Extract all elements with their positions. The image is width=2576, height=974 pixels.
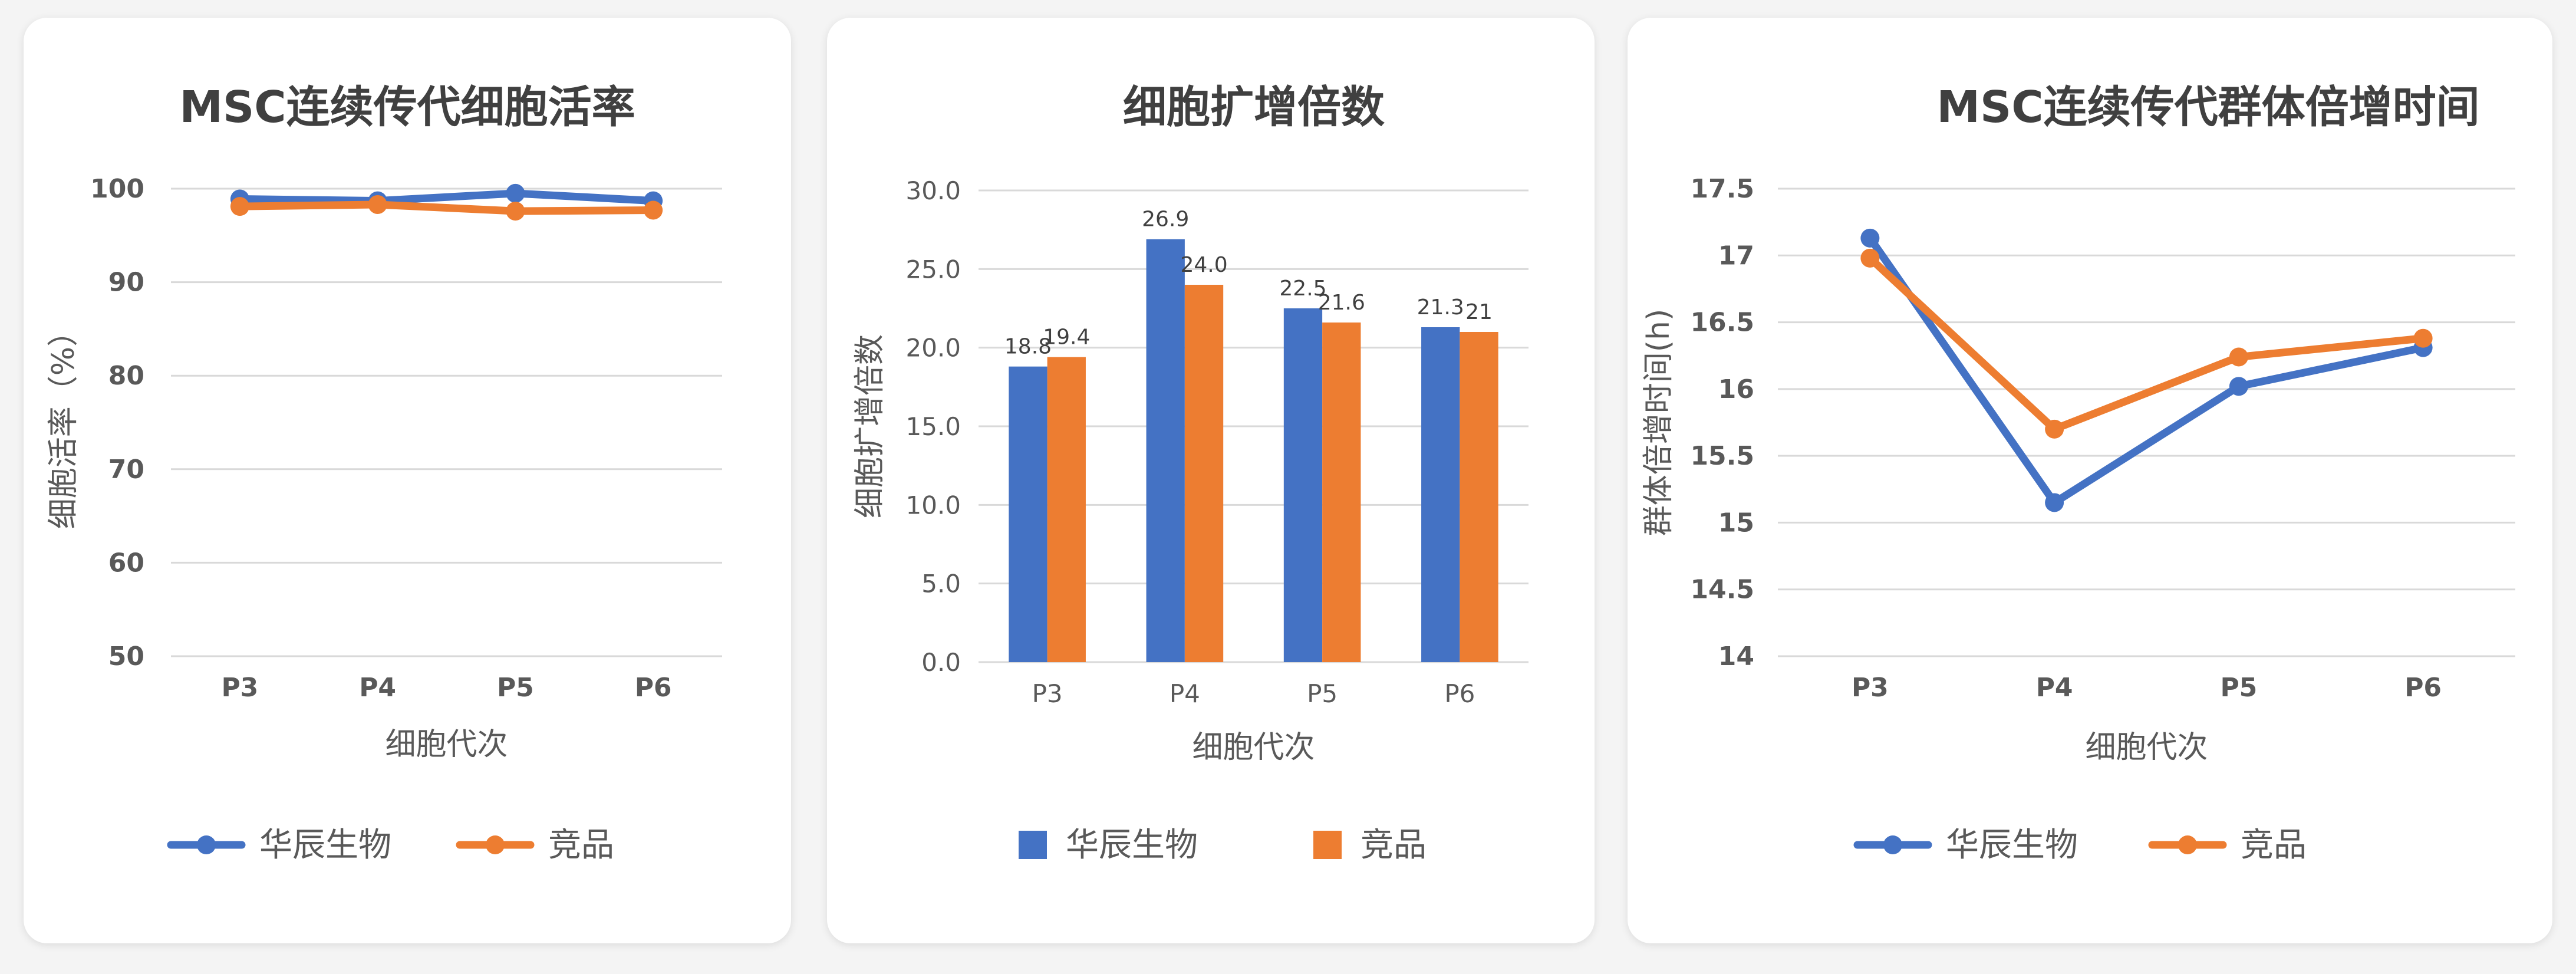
bar [1146, 239, 1185, 663]
bar [1047, 357, 1086, 662]
x-tick-label: P4 [1170, 679, 1200, 708]
x-tick-label: P3 [1032, 679, 1063, 708]
y-tick-label: 5.0 [921, 570, 961, 598]
x-tick-label: P4 [2036, 673, 2073, 703]
x-tick-label: P4 [359, 673, 396, 703]
legend-marker [2178, 835, 2197, 854]
data-point [2045, 493, 2064, 512]
data-point [2413, 328, 2433, 348]
data-label: 18.8 [1004, 335, 1052, 359]
x-axis-label: 细胞代次 [2085, 730, 2208, 765]
data-point [368, 195, 387, 214]
x-tick-label: P6 [1444, 679, 1475, 708]
y-tick-label: 15 [1718, 508, 1754, 538]
y-tick-label: 17 [1718, 241, 1754, 271]
data-label: 26.9 [1142, 208, 1189, 232]
series-line [236, 200, 657, 215]
expansion-chart: 细胞扩增倍数 30.0 25.0 20.0 15.0 10.0 5.0 0.0 细胞扩增倍数 P3… [852, 82, 1529, 864]
y-tick-label: 15.0 [905, 412, 961, 441]
legend-label: 华辰生物 [1946, 826, 2078, 864]
series-line [1866, 254, 2427, 433]
data-point [1860, 228, 1880, 248]
data-label: 22.5 [1279, 277, 1326, 301]
doubling-time-chart-card: MSC连续传代群体倍增时间 17.5 17 16.5 16 15.5 15 14.5 14 群体倍… [1628, 18, 2552, 943]
bar [1421, 327, 1460, 662]
legend-marker [197, 835, 216, 854]
legend-label: 华辰生物 [1066, 826, 1198, 864]
data-point [644, 200, 663, 220]
y-tick-label: 70 [108, 455, 144, 485]
y-tick-label: 30.0 [905, 176, 961, 205]
data-label: 21.3 [1417, 295, 1464, 320]
x-tick-label: P5 [497, 673, 534, 703]
data-label: 24.0 [1180, 253, 1227, 277]
viability-chart-card: MSC连续传代细胞活率 100 90 80 70 60 50 细胞活率（%） P3 P4 P5 P6 细… [24, 18, 791, 943]
x-tick-label: P6 [635, 673, 672, 703]
y-tick-label: 50 [108, 641, 144, 672]
y-tick-label: 15.5 [1690, 441, 1754, 471]
y-tick-label: 60 [108, 548, 144, 578]
data-point [230, 197, 249, 216]
y-axis-label: 细胞扩增倍数 [852, 334, 888, 518]
y-tick-label: 14.5 [1690, 575, 1754, 605]
data-point [506, 183, 525, 203]
series-line [236, 189, 657, 205]
legend-marker [1883, 835, 1902, 854]
bar [1283, 308, 1323, 662]
bar [1322, 323, 1361, 662]
legend-label: 竞品 [2241, 826, 2307, 864]
y-tick-label: 20.0 [905, 334, 961, 363]
y-tick-label: 0.0 [921, 648, 961, 677]
data-label: 21 [1465, 300, 1493, 324]
data-label: 19.4 [1043, 325, 1090, 350]
legend-marker [486, 835, 505, 854]
y-tick-label: 100 [90, 174, 144, 204]
y-tick-label: 17.5 [1690, 174, 1754, 204]
legend-label: 竞品 [1361, 826, 1427, 864]
y-tick-label: 90 [108, 268, 144, 298]
legend-swatch [1313, 831, 1342, 859]
x-axis-label: 细胞代次 [385, 727, 508, 762]
data-point [1860, 248, 1880, 268]
viability-chart: MSC连续传代细胞活率 100 90 80 70 60 50 细胞活率（%） P3 P4 P5 P6 细… [46, 82, 722, 864]
chart-title: MSC连续传代细胞活率 [179, 82, 635, 133]
data-point [2229, 347, 2248, 367]
y-tick-label: 16 [1718, 374, 1754, 404]
data-point [2229, 377, 2248, 396]
x-tick-label: P3 [1852, 673, 1889, 703]
bar [1460, 332, 1498, 662]
x-tick-label: P5 [1307, 679, 1338, 708]
x-tick-label: P3 [221, 673, 258, 703]
expansion-chart-card: 细胞扩增倍数 30.0 25.0 20.0 15.0 10.0 5.0 0.0 细胞扩增倍数 P3… [827, 18, 1595, 943]
x-axis-label: 细胞代次 [1192, 730, 1315, 765]
chart-title: MSC连续传代群体倍增时间 [1936, 82, 2479, 133]
chart-title: 细胞扩增倍数 [1123, 82, 1385, 133]
y-tick-label: 10.0 [905, 491, 961, 519]
data-label: 21.6 [1318, 291, 1365, 315]
y-tick-label: 14 [1718, 641, 1754, 672]
y-tick-label: 80 [108, 361, 144, 391]
y-tick-label: 25.0 [905, 255, 961, 284]
x-tick-label: P5 [2220, 673, 2257, 703]
legend-label: 竞品 [548, 826, 614, 864]
y-axis-label: 细胞活率（%） [46, 316, 81, 529]
y-axis-label: 群体倍增时间(h) [1641, 309, 1676, 537]
y-tick-label: 16.5 [1690, 308, 1754, 338]
x-tick-label: P6 [2404, 673, 2442, 703]
legend-label: 华辰生物 [259, 826, 391, 864]
bar [1184, 285, 1224, 662]
series-line [1866, 234, 2427, 506]
legend-swatch [1019, 831, 1047, 859]
data-point [506, 202, 525, 221]
doubling-time-chart: MSC连续传代群体倍增时间 17.5 17 16.5 16 15.5 15 14.5 14 群体倍… [1641, 82, 2515, 864]
bar [1009, 366, 1047, 662]
data-point [2045, 419, 2064, 439]
